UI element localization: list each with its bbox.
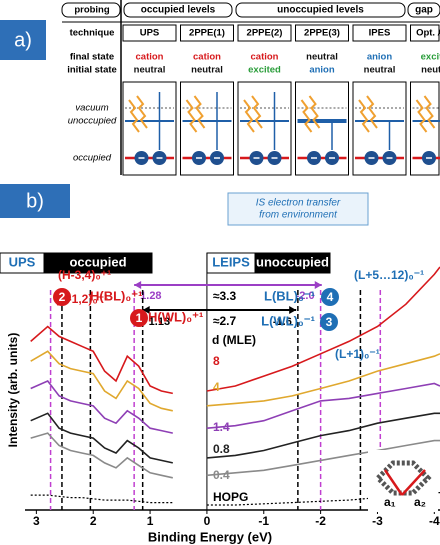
x-tick-label: 2 <box>90 514 97 528</box>
row-label: initial state <box>67 65 117 76</box>
panel-a-label: a) <box>14 29 32 51</box>
technique: 2PPE(3) <box>304 28 340 39</box>
peak-label: H(WL)₀⁺¹ <box>148 309 203 324</box>
diagram-cell <box>238 82 291 175</box>
final-state: cation <box>193 52 221 63</box>
technique: 2PPE(2) <box>247 28 283 39</box>
diagram-cell <box>181 82 234 175</box>
row-label: final state <box>70 52 114 63</box>
series-label: 4 <box>213 380 220 394</box>
row-label: occupied <box>73 153 112 164</box>
diagram-cell <box>123 82 176 175</box>
final-state: neutral <box>306 52 338 63</box>
x-axis-label: Binding Energy (eV) <box>148 529 272 544</box>
spectrum <box>31 381 440 433</box>
badge-number: 4 <box>327 290 334 304</box>
gap-label: ≈3.3 <box>213 289 237 303</box>
row-label: unoccupied <box>68 116 117 127</box>
initial-state: excited <box>248 65 281 76</box>
peak-label: L(WL)₀⁻¹ <box>261 313 315 328</box>
series-label: 0.4 <box>213 468 230 482</box>
diagram-cell <box>353 82 406 175</box>
peak-label: (L+5…12)₀⁻¹ <box>354 268 424 282</box>
final-state: cation <box>136 52 164 63</box>
initial-state: neutral <box>134 65 166 76</box>
initial-state: neutral <box>191 65 223 76</box>
initial-state: neutral <box>421 65 440 76</box>
note-text: from environment <box>259 210 338 221</box>
final-state: anion <box>367 52 393 63</box>
header-text: UPS <box>9 254 36 269</box>
badge-number: 1 <box>136 311 143 325</box>
x-tick-label: 0 <box>204 514 211 528</box>
peak-label: L(BL)₀⁻¹ <box>264 288 315 303</box>
peak-label: (H-3,4)₀⁺¹ <box>58 268 111 282</box>
series-label: 8 <box>213 354 220 368</box>
panel-b-label: b) <box>26 190 44 212</box>
initial-state: neutral <box>364 65 396 76</box>
badge-number: 2 <box>59 290 66 304</box>
technique: UPS <box>140 28 160 39</box>
row-label: vacuum <box>75 103 108 114</box>
note-text: IS electron transfer <box>256 198 341 209</box>
y-axis-label: Intensity (arb. units) <box>6 333 20 448</box>
badge-number: 3 <box>326 315 333 329</box>
header-text: LEIPS <box>212 254 250 269</box>
group-label: occupied levels <box>141 5 216 16</box>
peak-label: (L+1)₀⁻¹ <box>335 347 380 361</box>
inset-label: a₁ <box>384 495 396 509</box>
diagram-cell <box>296 82 349 175</box>
x-tick-label: -3 <box>372 514 383 528</box>
group-label: unoccupied levels <box>277 5 364 16</box>
gap-label: ≈2.7 <box>213 314 237 328</box>
technique: 2PPE(1) <box>189 28 225 39</box>
initial-state: anion <box>309 65 335 76</box>
figure: a) b) Intensity (arb. units) Binding Ene… <box>0 0 440 545</box>
legend-title: d (MLE) <box>212 333 256 347</box>
x-tick-label: -2 <box>315 514 326 528</box>
peak-label: H(BL)₀⁺¹ <box>90 288 142 303</box>
final-state: excited <box>421 52 440 63</box>
row-label: technique <box>70 28 115 39</box>
series-label: 1.4 <box>213 420 230 434</box>
x-tick-label: 1 <box>147 514 154 528</box>
group-label: gap <box>415 5 433 16</box>
row-label: probing <box>74 5 110 16</box>
series-label: 0.8 <box>213 442 230 456</box>
x-tick-label: 3 <box>33 514 40 528</box>
technique: Opt. Abs. <box>416 28 440 39</box>
x-tick-label: -4 <box>429 514 440 528</box>
x-tick-label: -1 <box>258 514 269 528</box>
technique: IPES <box>369 28 391 39</box>
series-label: HOPG <box>213 490 248 504</box>
final-state: cation <box>251 52 279 63</box>
inset-label: a₂ <box>414 495 426 509</box>
header-text: unoccupied <box>256 254 329 269</box>
